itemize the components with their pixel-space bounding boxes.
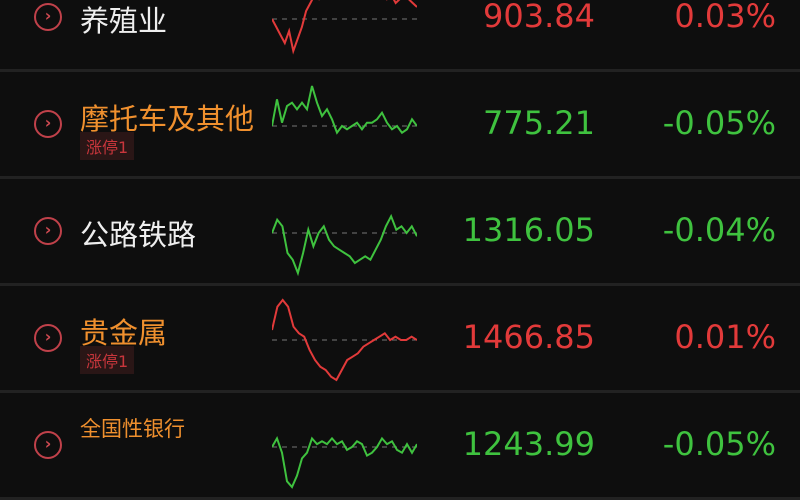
chevron-right-icon[interactable]: › [34,324,62,352]
sector-row[interactable]: › 贵金属 涨停1 1466.85 0.01% [0,286,800,393]
chevron-right-icon[interactable]: › [34,3,62,31]
limit-up-badge: 涨停1 [80,132,135,160]
sector-name: 全国性银行 [80,417,185,441]
sparkline-line [272,298,417,382]
sector-price: 1243.99 [462,425,595,463]
sparkline-line [272,0,417,55]
sparkline-line [272,85,417,135]
sector-price: 775.21 [483,104,595,142]
sparkline-line [272,213,417,277]
sector-price: 903.84 [483,0,595,35]
sector-name: 摩托车及其他 [80,102,255,136]
sector-row[interactable]: › 养殖业 903.84 0.03% [0,0,800,72]
sector-name: 养殖业 [80,4,168,38]
sector-name: 贵金属 [80,316,168,350]
sparkline-chart [272,0,417,55]
sparkline-chart [272,85,417,135]
chevron-right-icon[interactable]: › [34,110,62,138]
sparkline-chart [272,298,417,382]
sector-change: -0.04% [662,211,776,249]
sector-price: 1466.85 [462,318,595,356]
sector-change: 0.03% [674,0,776,35]
sparkline-chart [272,213,417,277]
sector-row[interactable]: › 全国性银行 1243.99 -0.05% [0,393,800,500]
sector-change: 0.01% [674,318,776,356]
sparkline-line [272,436,417,489]
sector-change: -0.05% [662,425,776,463]
chevron-right-icon[interactable]: › [34,217,62,245]
sector-name: 公路铁路 [80,218,197,252]
sector-row[interactable]: › 摩托车及其他 涨停1 775.21 -0.05% [0,72,800,179]
limit-up-badge: 涨停1 [80,346,135,374]
chevron-right-icon[interactable]: › [34,431,62,459]
sparkline-chart [272,436,417,489]
sector-price: 1316.05 [462,211,595,249]
sector-change: -0.05% [662,104,776,142]
sector-row[interactable]: › 公路铁路 1316.05 -0.04% [0,179,800,286]
